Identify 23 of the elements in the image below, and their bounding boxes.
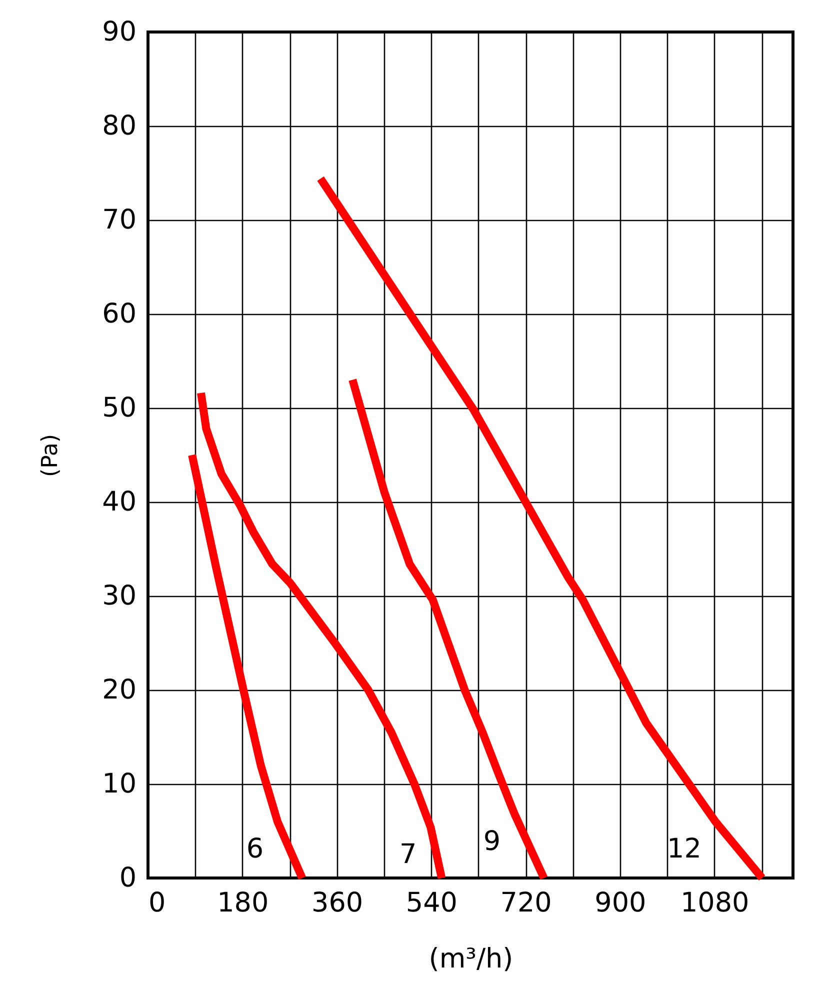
- x-tick-label: 1080: [680, 888, 750, 918]
- y-axis-title: (Pa): [38, 434, 64, 477]
- y-tick-label: 0: [119, 862, 136, 894]
- x-tick-label: 360: [312, 888, 364, 918]
- y-tick-label: 90: [102, 16, 136, 48]
- series-label: 7: [399, 839, 417, 870]
- x-tick-label: 180: [217, 888, 269, 918]
- y-tick-label: 70: [102, 204, 136, 236]
- y-tick-label: 30: [102, 580, 136, 612]
- series-label: 12: [667, 834, 702, 865]
- x-tick-label: 720: [500, 888, 552, 918]
- series-label: 6: [246, 834, 264, 865]
- x-tick-label: 540: [406, 888, 458, 918]
- x-tick-label: 900: [594, 888, 646, 918]
- y-tick-label: 80: [102, 110, 136, 142]
- x-tick-label: 0: [148, 888, 166, 918]
- y-tick-label: 50: [102, 392, 136, 424]
- y-tick-label: 60: [102, 298, 136, 330]
- x-axis-title: (m³/h): [428, 944, 514, 974]
- y-tick-label: 20: [102, 674, 136, 706]
- y-tick-label: 10: [102, 768, 136, 800]
- series-label: 9: [483, 826, 501, 858]
- y-tick-label: 40: [102, 486, 136, 518]
